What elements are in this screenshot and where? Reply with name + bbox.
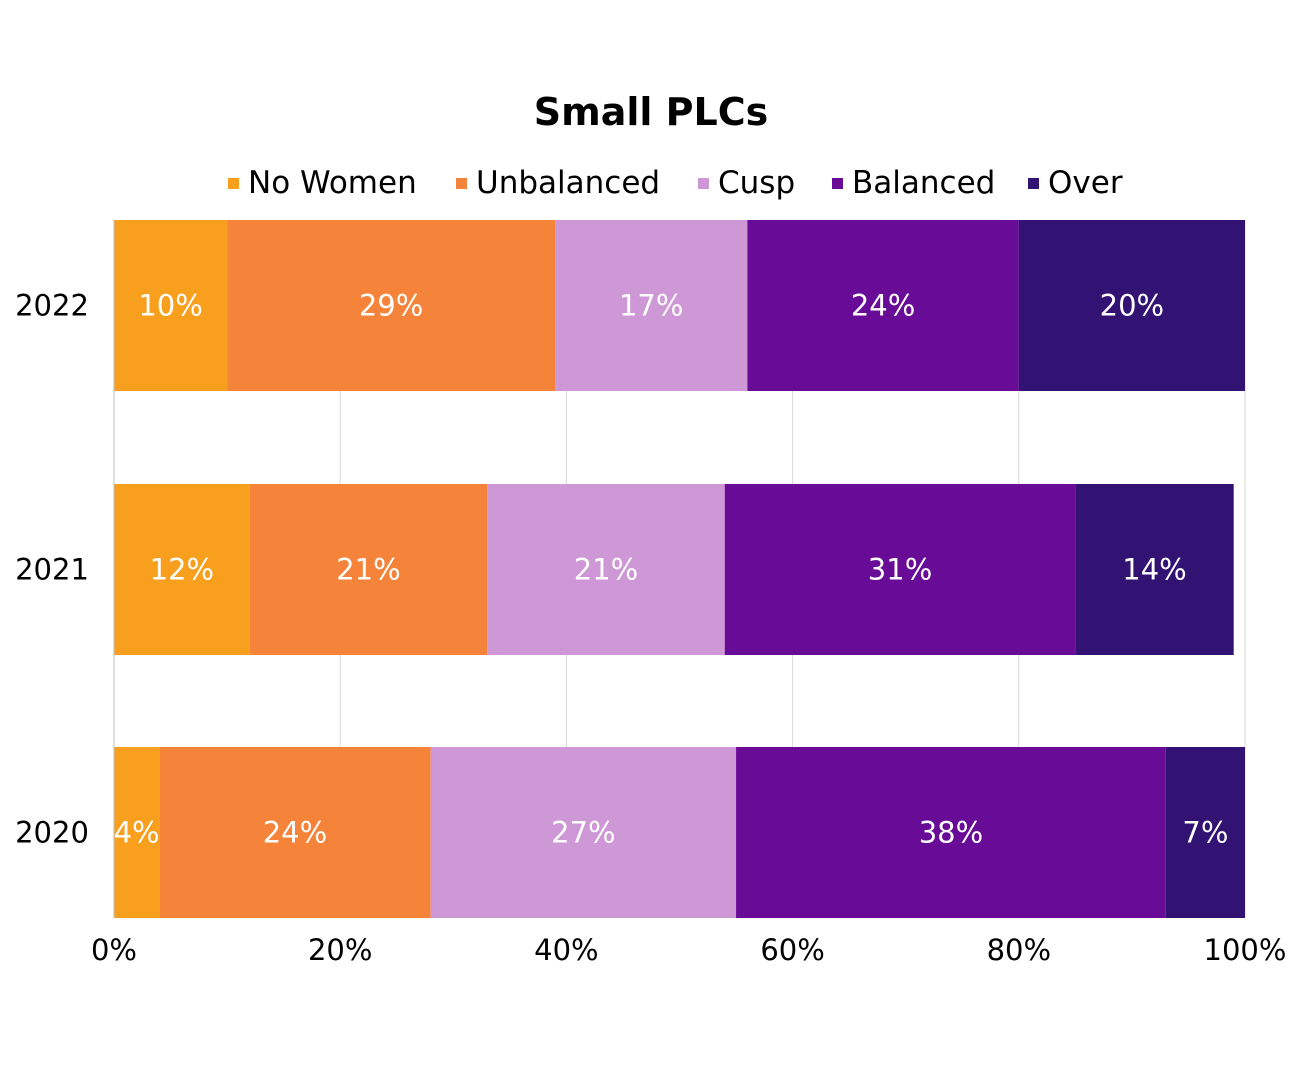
y-tick-label: 2020 [15,816,89,850]
y-tick-label: 2022 [15,289,89,323]
bar-segment [736,747,1166,918]
bar-segment [430,747,737,918]
data-label: 24% [851,289,915,323]
data-label: 27% [551,816,615,850]
data-label: 31% [868,553,932,587]
legend-label: Balanced [852,165,995,201]
bar-segment [555,220,748,391]
x-tick-label: 0% [91,933,137,967]
bar-segment [227,220,556,391]
data-label: 20% [1100,289,1164,323]
bar-segment [114,484,250,655]
data-label: 4% [114,816,160,850]
x-tick-label: 100% [1204,933,1287,967]
bar-segment [114,220,228,391]
bar-segment [1075,484,1234,655]
bars: 10% 29% 17% 24% 20% 12% 21% 21% 31% 14% 4% 24% 27% 38… [114,220,1245,918]
legend-swatch [832,178,843,189]
bar-segment [249,484,488,655]
data-label: 21% [574,553,638,587]
legend-label: Over [1048,165,1123,201]
x-tick-label: 40% [534,933,598,967]
legend: No Women Unbalanced Cusp Balanced Over [228,165,1123,201]
y-tick-label: 2021 [15,553,89,587]
data-label: 14% [1122,553,1186,587]
x-tick-label: 80% [987,933,1051,967]
x-tick-label: 20% [308,933,372,967]
bar-segment [114,747,160,918]
chart-title: Small PLCs [534,90,768,134]
bar-segment [1018,220,1245,391]
bar-segment [1165,747,1245,918]
x-tick-label: 60% [760,933,824,967]
data-label: 21% [336,553,400,587]
legend-label: Unbalanced [476,165,660,201]
legend-swatch [1028,178,1039,189]
legend-swatch [228,178,239,189]
data-label: 12% [150,553,214,587]
bar-segment [159,747,431,918]
data-label: 24% [263,816,327,850]
axes: 0% 20% 40% 60% 80% 100% 2022 2021 2020 [15,220,1286,967]
data-label: 38% [919,816,983,850]
data-label: 7% [1182,816,1228,850]
legend-label: No Women [248,165,417,201]
data-label: 17% [619,289,683,323]
bar-segment [747,220,1019,391]
bar-segment [724,484,1076,655]
legend-label: Cusp [718,165,795,201]
legend-swatch [456,178,467,189]
bar-segment [487,484,725,655]
data-label: 10% [138,289,202,323]
data-label: 29% [359,289,423,323]
legend-swatch [698,178,709,189]
